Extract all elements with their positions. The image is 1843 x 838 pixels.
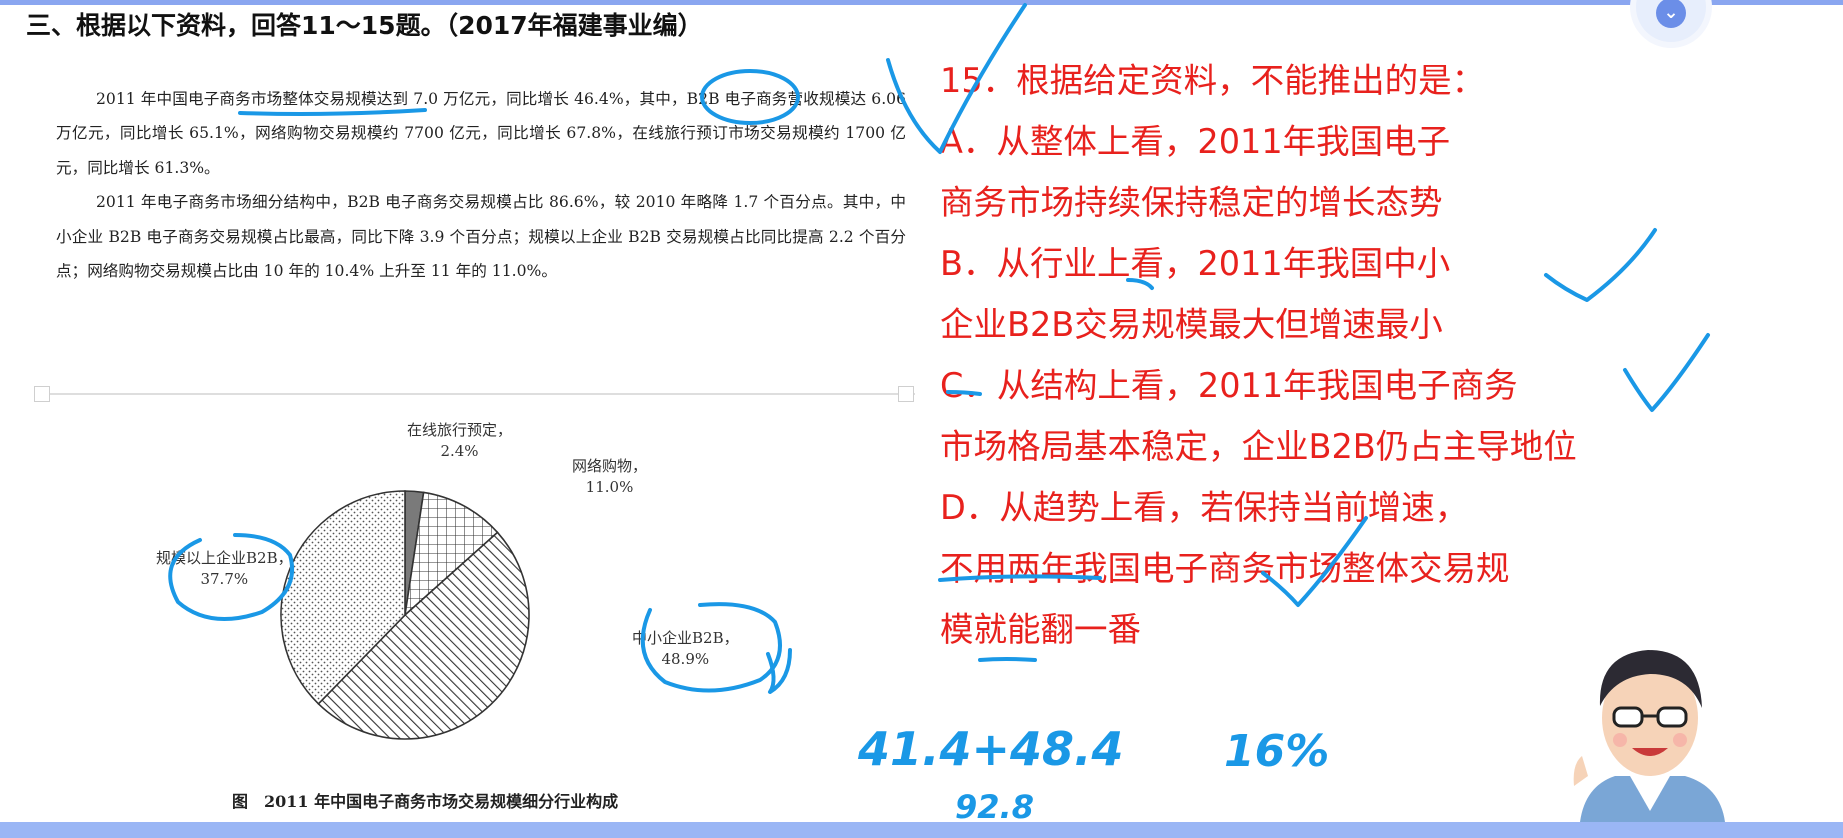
pie-chart — [280, 490, 530, 740]
option-c-line-1: C．从结构上看，2011年我国电子商务 — [940, 366, 1518, 405]
handwritten-growth: 16% — [1224, 726, 1329, 777]
pie-label-travel-value: 2.4% — [440, 442, 479, 460]
handwritten-sum: 41.4+48.4 — [857, 722, 1124, 776]
chart-caption: 图 2011 年中国电子商务市场交易规模细分行业构成 — [232, 792, 619, 811]
pie-label-travel-name: 在线旅行预定， — [407, 421, 513, 439]
option-a-line-1: A．从整体上看，2011年我国电子 — [940, 122, 1451, 161]
pie-label-travel: 在线旅行预定， 2.4% — [407, 420, 512, 462]
divider — [40, 393, 915, 395]
pie-label-smb-value: 48.9% — [661, 650, 710, 668]
question-15: 15．根据给定资料，不能推出的是： A．从整体上看，2011年我国电子 商务市场… — [940, 50, 1740, 660]
bottom-accent-bar — [0, 822, 1843, 838]
pie-label-large-value: 37.7% — [200, 570, 249, 588]
option-a-line-2: 商务市场持续保持稳定的增长态势 — [940, 183, 1443, 222]
material-paragraph-2: 2011 年电子商务市场细分结构中，B2B 电子商务交易规模占比 86.6%，较… — [56, 193, 906, 281]
divider-handle-left[interactable] — [34, 386, 50, 402]
pie-label-online: 网络购物， 11.0% — [572, 456, 647, 498]
pie-label-smb: 中小企业B2B， 48.9% — [632, 628, 739, 670]
option-d-line-3: 模就能翻一番 — [940, 610, 1141, 649]
material-paragraph-1: 2011 年中国电子商务市场整体交易规模达到 7.0 万亿元，同比增长 46.4… — [56, 90, 906, 177]
material-text: 2011 年中国电子商务市场整体交易规模达到 7.0 万亿元，同比增长 46.4… — [56, 82, 906, 288]
pie-label-online-name: 网络购物， — [572, 457, 648, 475]
pie-slice-smb — [317, 531, 530, 740]
pie-label-large-name: 规模以上企业B2B， — [156, 549, 293, 567]
question-stem: 15．根据给定资料，不能推出的是： — [940, 61, 1486, 100]
top-accent-bar — [0, 0, 1843, 5]
pie-label-large: 规模以上企业B2B， 37.7% — [156, 548, 293, 590]
option-b-line-1: B．从行业上看，2011年我国中小 — [940, 244, 1451, 283]
option-d-line-1: D．从趋势上看，若保持当前增速， — [940, 488, 1469, 527]
chevron-down-icon[interactable]: ⌄ — [1656, 0, 1686, 28]
pie-label-smb-name: 中小企业B2B， — [632, 629, 739, 647]
teacher-avatar-icon — [1573, 650, 1725, 822]
pie-slice-online — [403, 491, 499, 618]
option-d-line-2: 不用两年我国电子商务市场整体交易规 — [940, 549, 1510, 588]
divider-handle-right[interactable] — [898, 386, 914, 402]
option-c-line-2: 市场格局基本稳定，企业B2B仍占主导地位 — [940, 427, 1577, 466]
section-title: 三、根据以下资料，回答11～15题。（2017年福建事业编） — [26, 11, 703, 40]
pie-label-online-value: 11.0% — [585, 478, 634, 496]
page-nav-bubble[interactable]: ⌄ — [1636, 0, 1706, 42]
option-b-line-2: 企业B2B交易规模最大但增速最小 — [940, 305, 1443, 344]
arrow-48-9 — [766, 648, 792, 694]
handwritten-result: 92.8 — [955, 788, 1034, 826]
